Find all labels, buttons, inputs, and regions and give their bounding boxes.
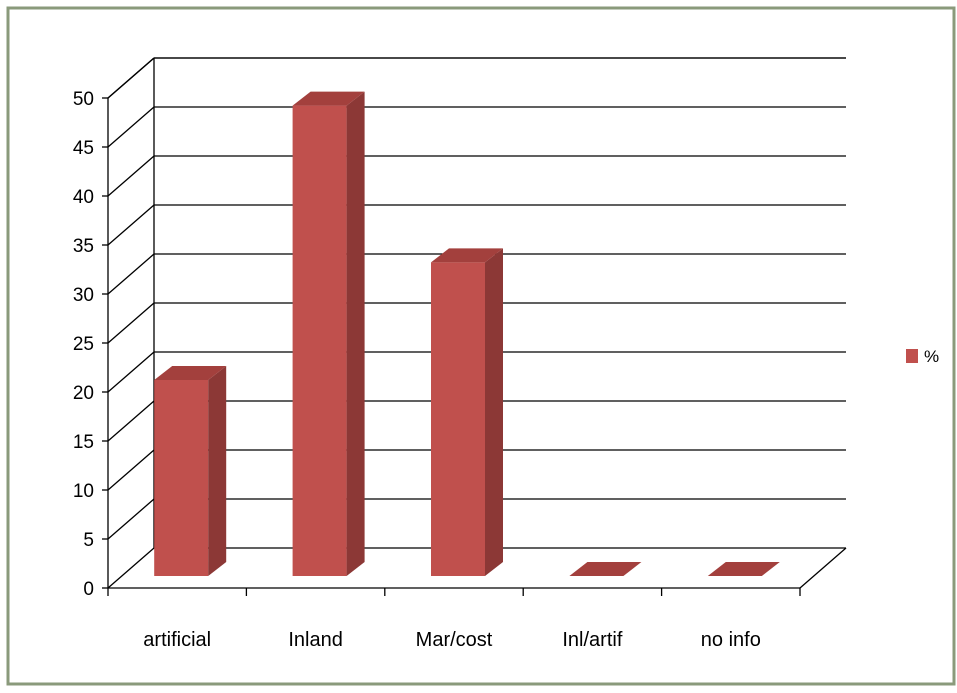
legend-label: % [924, 347, 939, 366]
bar-side [485, 248, 503, 576]
legend: % [906, 347, 939, 366]
y-axis-ticks: 0 5 10 15 20 25 30 35 40 45 50 [73, 89, 108, 600]
y-tick-label: 35 [73, 236, 94, 257]
gridline-diagonal [107, 351, 155, 393]
y-tick-label: 5 [83, 530, 94, 551]
bar-side [346, 91, 365, 576]
bar-top [292, 91, 365, 106]
y-tick-label: 10 [73, 481, 94, 502]
x-tick-label: Inland [288, 629, 343, 651]
bar-front [154, 380, 209, 576]
floor-right-edge [799, 547, 847, 589]
gridline-diagonal [107, 155, 155, 197]
axes [107, 58, 847, 589]
bar-top [154, 366, 227, 380]
bar-front [431, 262, 485, 576]
gridline-diagonal [107, 302, 155, 344]
floor-left-edge [107, 547, 155, 589]
bar-artificial [154, 366, 227, 576]
gridline-diagonal [107, 253, 155, 295]
y-tick-label: 30 [73, 285, 94, 306]
gridline-diagonal [107, 449, 155, 491]
bar-front [292, 105, 347, 576]
bar-top [569, 562, 642, 576]
y-tick-label: 45 [73, 138, 94, 159]
bar-side [208, 366, 227, 576]
x-axis-ticks: artificial Inland Mar/cost Inl/artif no info [107, 588, 801, 651]
gridline-diagonal [107, 106, 155, 148]
y-tick-label: 25 [73, 334, 94, 355]
bar-top [431, 248, 503, 263]
bar-inland [292, 91, 365, 576]
bar-no-info [707, 562, 780, 576]
bar-mar-cost [431, 248, 503, 576]
wall-top-edge [107, 57, 155, 99]
gridline-diagonal [107, 400, 155, 442]
legend-swatch [906, 349, 918, 363]
gridline-diagonal [107, 204, 155, 246]
x-tick-label: artificial [143, 629, 211, 651]
y-tick-label: 20 [73, 383, 94, 404]
x-tick-label: Mar/cost [416, 629, 493, 651]
bar-top [707, 562, 780, 576]
y-tick-label: 40 [73, 187, 94, 208]
gridline-diagonal [107, 498, 155, 540]
x-tick-label: no info [701, 629, 761, 651]
y-tick-label: 0 [83, 579, 94, 600]
y-tick-label: 15 [73, 432, 94, 453]
x-tick-label: Inl/artif [562, 629, 622, 651]
y-tick-label: 50 [73, 89, 94, 110]
bar-inl-artif [569, 562, 642, 576]
bars [154, 91, 780, 576]
